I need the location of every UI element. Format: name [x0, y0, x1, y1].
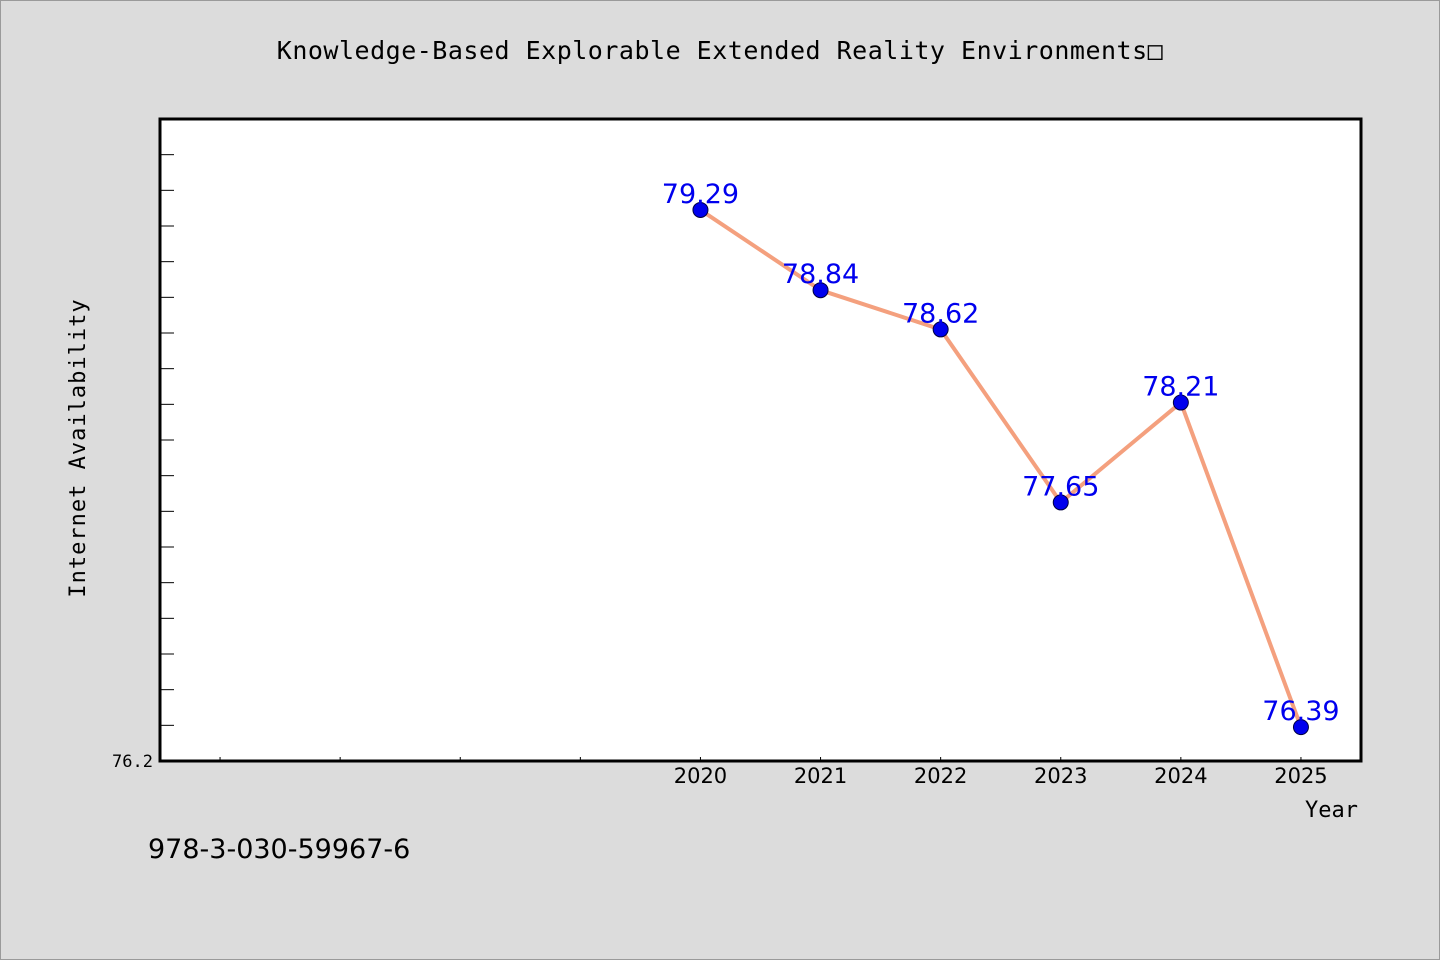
x-tick-label: 2024 [1154, 764, 1207, 788]
x-axis-label: Year [1305, 798, 1358, 823]
x-tick-labels: 2020 2021 2022 2023 2024 2025 [674, 764, 1328, 788]
chart-title: Knowledge-Based Explorable Extended Real… [276, 36, 1164, 65]
x-tick-label: 2022 [914, 764, 967, 788]
data-label: 79.29 [662, 179, 739, 210]
y-axis-label: Internet Availability [66, 298, 91, 597]
series-markers [692, 201, 1309, 736]
y-tick-label: 76.2 [112, 752, 153, 772]
data-point-marker [692, 201, 709, 218]
data-point-marker [1172, 394, 1189, 411]
data-point-marker [1292, 719, 1309, 736]
x-tick-label: 2021 [794, 764, 847, 788]
data-label: 78.62 [902, 298, 979, 329]
data-point-marker [1052, 494, 1069, 511]
data-label: 77.65 [1022, 471, 1099, 502]
x-tick-label: 2023 [1034, 764, 1087, 788]
footer-isbn-text: 978-3-030-59967-6 [148, 834, 411, 865]
data-point-marker [932, 321, 949, 338]
x-minor-ticks [219, 757, 1302, 761]
series-data-labels: 79.29 78.84 78.62 77.65 78.21 76.39 [662, 179, 1340, 727]
data-point-marker [812, 282, 829, 299]
series-line [699, 208, 1303, 728]
plot-area [158, 117, 1363, 763]
data-label: 78.21 [1142, 372, 1219, 403]
data-label: 76.39 [1262, 696, 1339, 727]
x-tick-label: 2025 [1274, 764, 1327, 788]
x-tick-label: 2020 [674, 764, 727, 788]
data-label: 78.84 [782, 259, 859, 290]
y-minor-ticks [160, 154, 174, 726]
